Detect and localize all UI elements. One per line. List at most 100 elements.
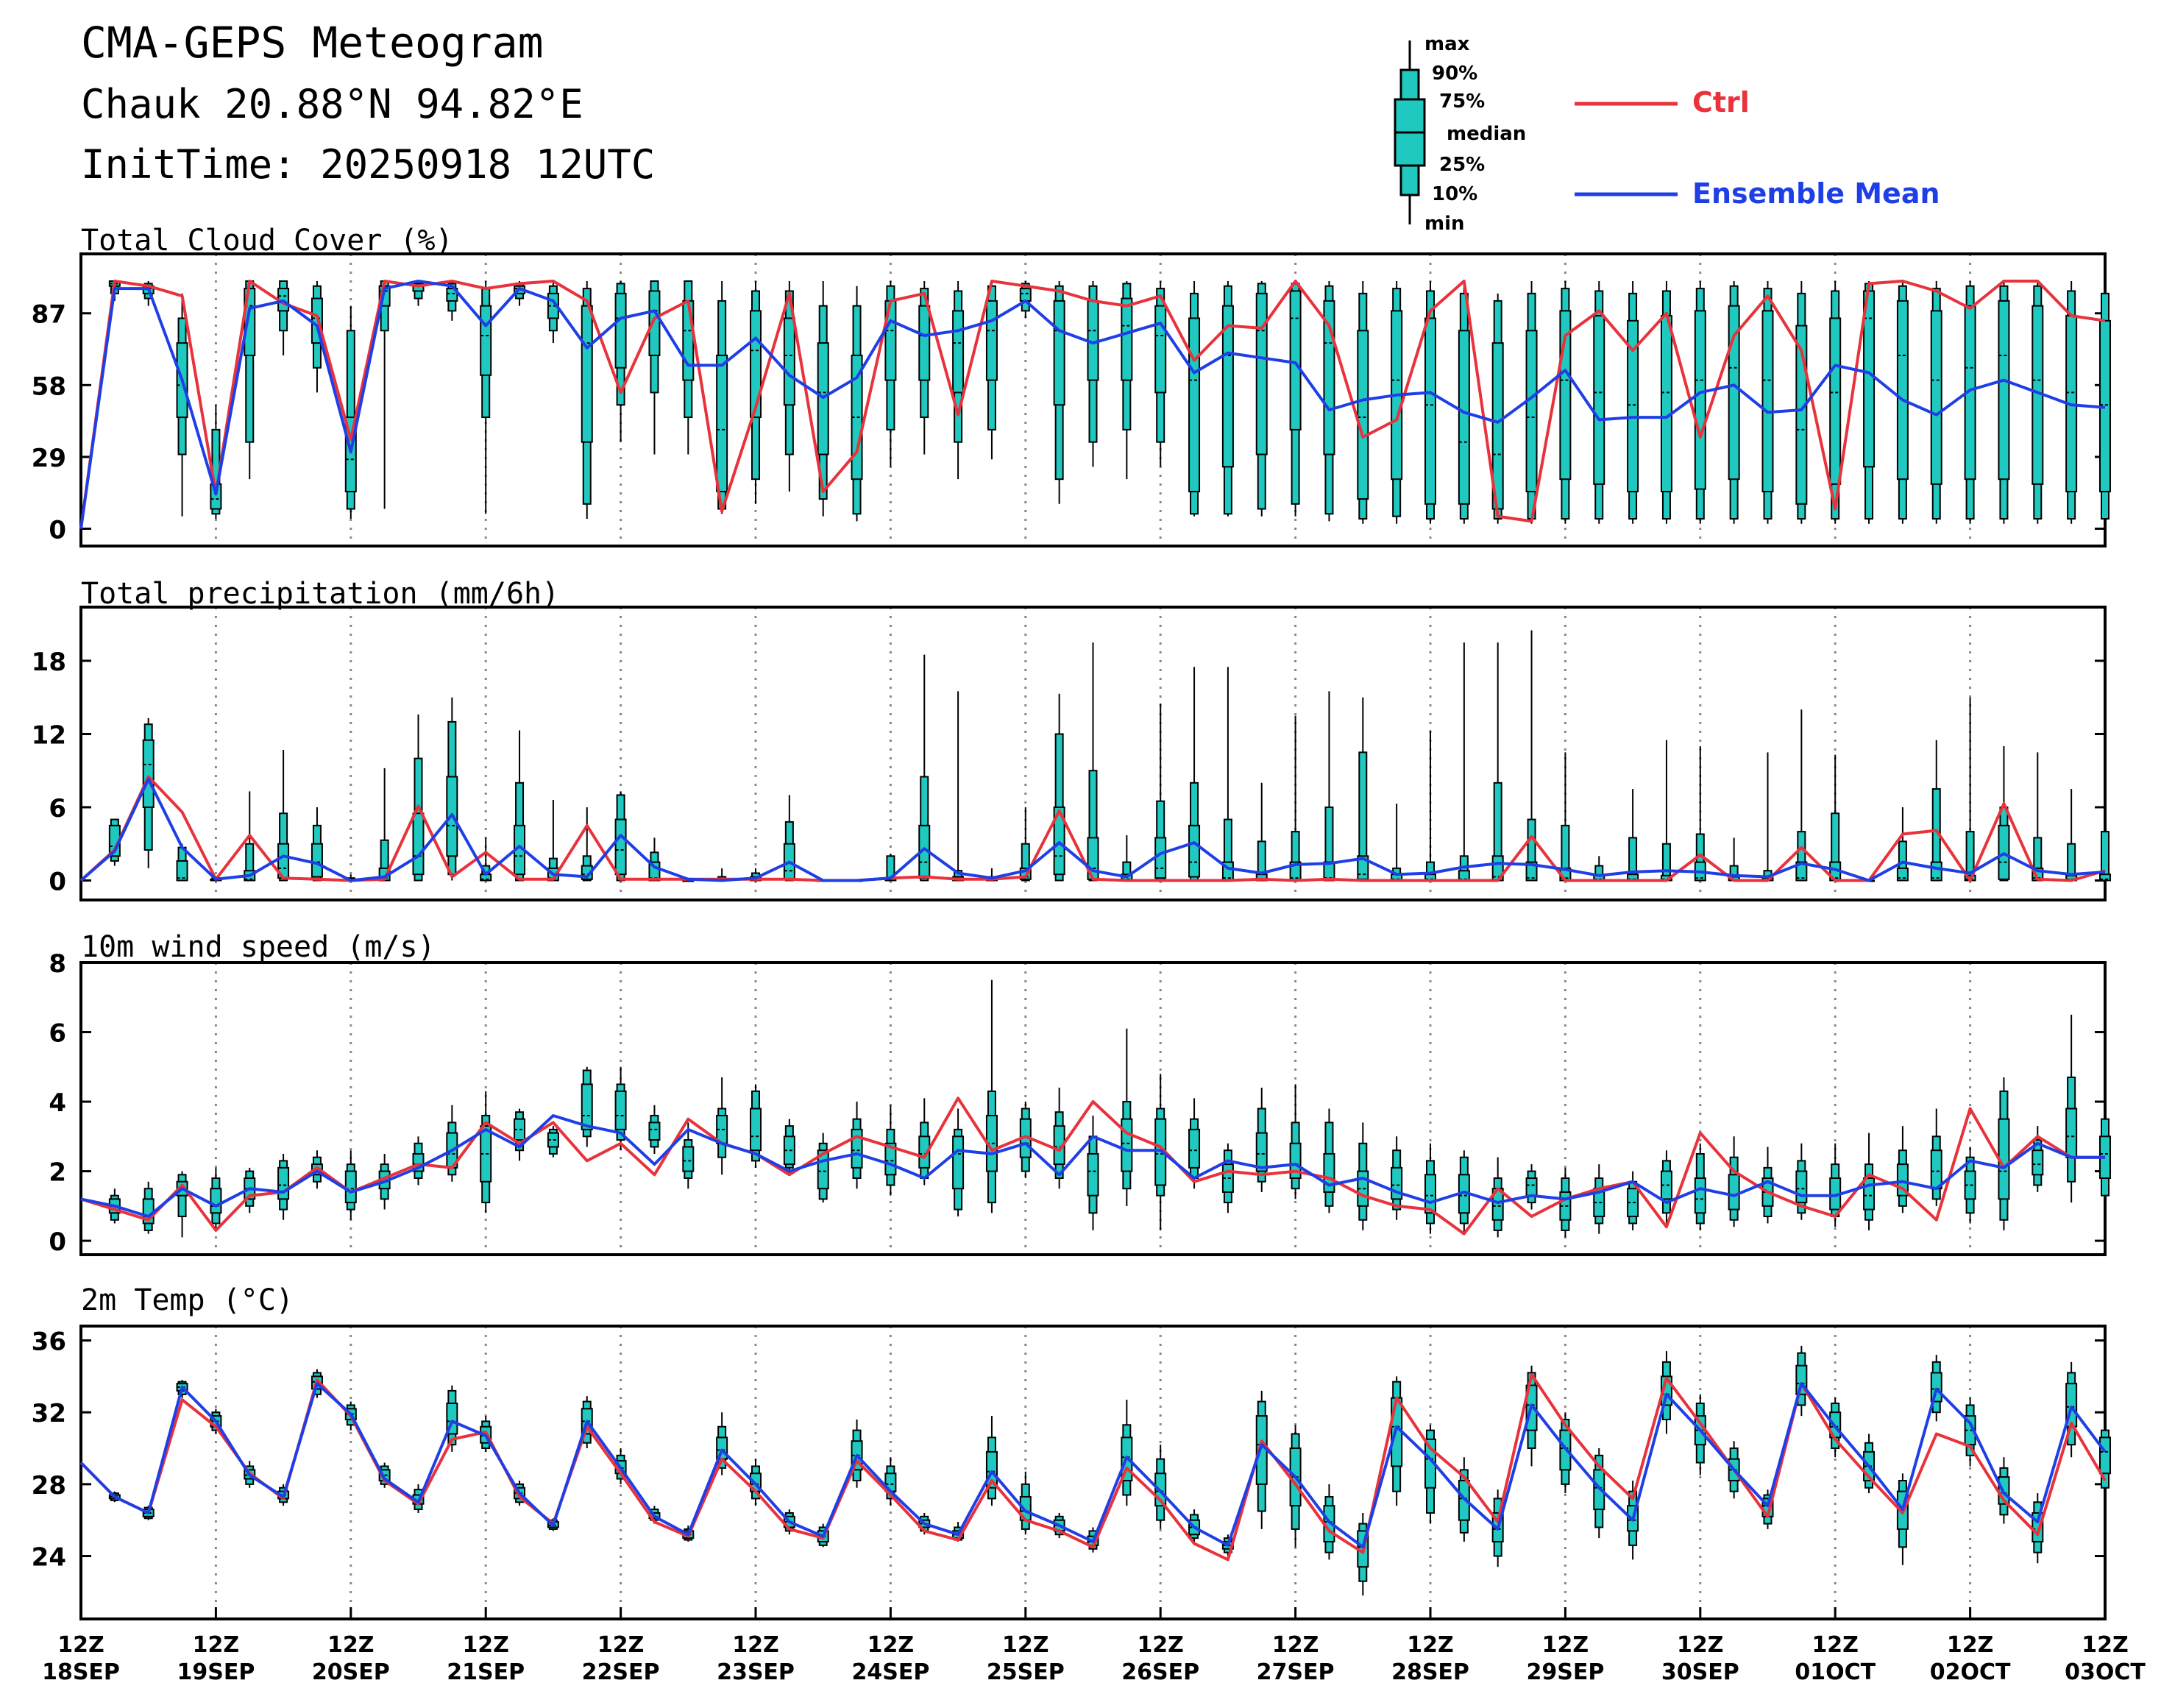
- box-inner: [277, 1166, 290, 1200]
- mean-series-line: [79, 777, 2106, 882]
- x-time-label: 12Z: [1947, 1632, 1994, 1658]
- box-inner: [952, 1135, 965, 1190]
- box-inner: [1795, 1170, 1808, 1204]
- box-inner: [1525, 1177, 1538, 1197]
- x-time-label: 12Z: [1272, 1632, 1319, 1658]
- box-inner: [1930, 310, 1942, 485]
- y-tick-label: 0: [49, 867, 66, 896]
- x-time-label: 12Z: [327, 1632, 375, 1658]
- y-tick-label: 24: [32, 1543, 66, 1573]
- x-time-label: 12Z: [597, 1632, 645, 1658]
- x-date-label: 26SEP: [1121, 1659, 1199, 1685]
- box-inner: [581, 1083, 593, 1130]
- x-time-label: 12Z: [867, 1632, 915, 1658]
- box-inner: [176, 860, 188, 882]
- box-inner: [1121, 1118, 1133, 1172]
- y-tick-label: 2: [49, 1158, 66, 1188]
- mean-series-line: [79, 1382, 2107, 1549]
- box-inner: [210, 1188, 222, 1214]
- x-date-label: 01OCT: [1795, 1659, 1876, 1685]
- x-date-label: 28SEP: [1391, 1659, 1469, 1685]
- x-date-label: 19SEP: [177, 1659, 255, 1685]
- box-inner: [1896, 300, 1909, 481]
- box-inner: [1188, 824, 1201, 878]
- init-time: InitTime: 20250918 12UTC: [81, 141, 656, 188]
- box-inner: [1154, 305, 1167, 394]
- box-inner: [2032, 1149, 2044, 1176]
- x-date-label: 18SEP: [42, 1659, 120, 1685]
- x-time-label: 12Z: [2082, 1632, 2129, 1658]
- y-tick-label: 12: [32, 720, 66, 750]
- box-inner: [1289, 290, 1302, 430]
- box-inner: [614, 818, 627, 876]
- ctrl-series-line: [80, 1096, 2105, 1236]
- x-date-label: 20SEP: [312, 1659, 390, 1685]
- box-inner: [1728, 305, 1740, 481]
- box-inner: [1863, 1177, 1876, 1211]
- y-tick-label: 0: [49, 515, 66, 545]
- box-inner: [648, 1121, 661, 1141]
- box-inner: [1053, 300, 1065, 406]
- ctrl-series-line: [79, 1372, 2107, 1562]
- box-inner: [1525, 330, 1538, 492]
- x-date-label: 29SEP: [1526, 1659, 1604, 1685]
- legend-mean-label: Ensemble Mean: [1692, 177, 1940, 210]
- legend-box-label: max: [1424, 33, 1470, 55]
- y-tick-label: 0: [49, 1227, 66, 1257]
- x-date-label: 02OCT: [1930, 1659, 2011, 1685]
- legend-ctrl-label: Ctrl: [1692, 86, 1750, 118]
- x-time-label: 12Z: [1542, 1632, 1589, 1658]
- y-tick-label: 4: [49, 1088, 66, 1118]
- x-date-label: 24SEP: [851, 1659, 929, 1685]
- legend-box-label: 75%: [1439, 91, 1485, 113]
- box-inner: [2099, 874, 2111, 882]
- x-date-label: 23SEP: [717, 1659, 795, 1685]
- box-inner: [581, 305, 593, 443]
- x-time-label: 12Z: [57, 1632, 104, 1658]
- box-inner: [1188, 317, 1201, 492]
- box-inner: [716, 354, 728, 492]
- box-inner: [1019, 288, 1032, 302]
- y-tick-label: 8: [49, 949, 66, 979]
- box-inner: [750, 310, 762, 419]
- x-time-label: 12Z: [732, 1632, 779, 1658]
- page-title: CMA-GEPS Meteogram: [81, 18, 544, 68]
- box-inner: [682, 300, 695, 381]
- box-inner: [1998, 300, 2010, 481]
- panel-frame: [79, 606, 2107, 901]
- box-inner: [1829, 317, 1842, 485]
- box-inner: [952, 310, 965, 394]
- box-inner: [344, 1170, 357, 1204]
- y-tick-label: 58: [32, 372, 66, 401]
- x-time-label: 12Z: [1407, 1632, 1454, 1658]
- box-inner: [480, 305, 492, 376]
- x-time-label: 12Z: [1002, 1632, 1049, 1658]
- box-inner: [142, 739, 155, 808]
- box-inner: [1660, 315, 1672, 492]
- box-inner: [1694, 1177, 1706, 1214]
- station-info: Chauk 20.88°N 94.82°E: [81, 81, 583, 127]
- panel-title: Total Cloud Cover (%): [81, 224, 453, 258]
- box-inner: [1221, 305, 1234, 468]
- x-date-label: 25SEP: [987, 1659, 1065, 1685]
- x-date-label: 30SEP: [1661, 1659, 1739, 1685]
- box-inner: [682, 1146, 695, 1172]
- box-inner: [311, 843, 323, 878]
- box-inner: [1255, 1132, 1268, 1172]
- x-time-label: 12Z: [1137, 1632, 1184, 1658]
- box-inner: [1121, 297, 1133, 381]
- box-inner: [1458, 330, 1470, 505]
- box-inner: [614, 292, 627, 369]
- x-date-label: 27SEP: [1257, 1659, 1335, 1685]
- box-inner: [1289, 1142, 1302, 1180]
- box-inner: [1525, 861, 1538, 882]
- y-tick-label: 18: [32, 648, 66, 677]
- box-outer: [1021, 843, 1030, 882]
- legend-box-label: median: [1447, 123, 1526, 145]
- y-tick-label: 87: [32, 300, 66, 330]
- x-time-label: 12Z: [193, 1632, 240, 1658]
- box-inner: [648, 290, 661, 356]
- panel-title: 2m Temp (°C): [81, 1283, 294, 1317]
- panel-title: Total precipitation (mm/6h): [81, 577, 559, 611]
